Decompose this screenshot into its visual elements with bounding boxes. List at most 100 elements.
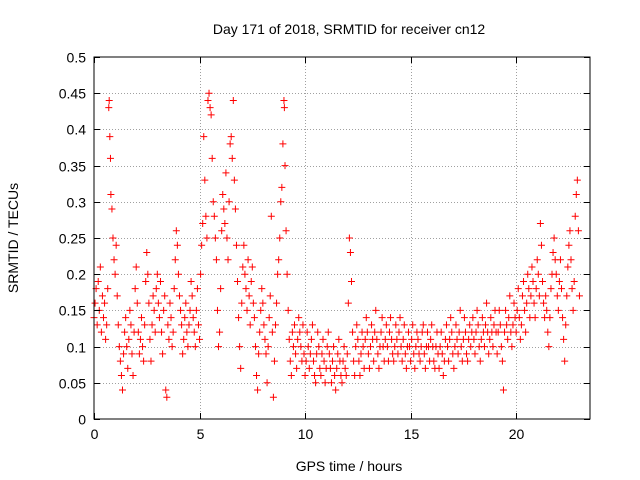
data-point — [460, 314, 468, 322]
data-point — [406, 343, 414, 351]
data-point — [303, 328, 311, 336]
data-point — [554, 306, 562, 314]
data-point — [332, 386, 340, 394]
data-point — [285, 335, 293, 343]
data-point — [450, 364, 458, 372]
data-point — [182, 299, 190, 307]
data-point — [251, 343, 259, 351]
data-point — [248, 263, 256, 271]
data-point — [497, 343, 505, 351]
data-point — [563, 292, 571, 300]
grid-layer — [94, 57, 590, 419]
data-point — [393, 335, 401, 343]
data-point — [442, 321, 450, 329]
data-point — [535, 292, 543, 300]
data-point — [517, 321, 525, 329]
data-point — [490, 321, 498, 329]
data-point — [263, 379, 271, 387]
data-point — [435, 364, 443, 372]
data-point — [419, 321, 427, 329]
data-point — [476, 357, 484, 365]
data-point — [280, 96, 288, 104]
data-point — [106, 154, 114, 162]
data-point — [451, 343, 459, 351]
data-point — [239, 263, 247, 271]
data-point — [470, 335, 478, 343]
data-point — [168, 343, 176, 351]
data-point — [522, 328, 530, 336]
data-point — [161, 292, 169, 300]
data-point — [553, 292, 561, 300]
data-point — [242, 285, 250, 293]
data-point — [261, 335, 269, 343]
data-point — [438, 350, 446, 358]
data-point — [416, 357, 424, 365]
data-point — [498, 357, 506, 365]
data-point — [509, 321, 517, 329]
data-point — [543, 306, 551, 314]
data-point — [181, 314, 189, 322]
data-point — [184, 343, 192, 351]
data-point — [568, 285, 576, 293]
data-point — [394, 350, 402, 358]
data-point — [118, 386, 126, 394]
data-point — [253, 372, 261, 380]
data-point — [456, 306, 464, 314]
data-point — [473, 306, 481, 314]
data-point — [194, 321, 202, 329]
data-point — [203, 234, 211, 242]
data-point — [99, 314, 107, 322]
data-point — [323, 343, 331, 351]
data-point — [457, 343, 465, 351]
data-point — [539, 277, 547, 285]
data-point — [506, 292, 514, 300]
data-point — [193, 285, 201, 293]
data-point — [529, 277, 537, 285]
plot-frame — [93, 56, 591, 420]
y-tick-label: 0.3 — [67, 195, 87, 211]
data-point — [452, 321, 460, 329]
data-point — [299, 321, 307, 329]
data-point — [455, 328, 463, 336]
data-point — [264, 343, 272, 351]
data-point — [288, 328, 296, 336]
data-point — [533, 256, 541, 264]
data-point — [338, 379, 346, 387]
data-point — [564, 263, 572, 271]
data-point — [382, 321, 390, 329]
data-point — [480, 343, 488, 351]
data-point — [105, 96, 113, 104]
x-tick-label: 0 — [91, 426, 99, 442]
data-point — [148, 321, 156, 329]
data-point — [540, 299, 548, 307]
data-point — [301, 372, 309, 380]
data-point — [372, 306, 380, 314]
y-axis-label: SRMTID / TECUs — [5, 183, 21, 293]
data-point — [467, 343, 475, 351]
data-point — [391, 343, 399, 351]
data-point — [125, 335, 133, 343]
data-point — [316, 364, 324, 372]
data-point — [156, 277, 164, 285]
data-point — [474, 321, 482, 329]
data-point — [489, 343, 497, 351]
data-point — [211, 234, 219, 242]
data-point — [222, 169, 230, 177]
data-point — [105, 104, 113, 112]
data-point — [159, 350, 167, 358]
data-point — [352, 343, 360, 351]
data-point — [210, 212, 218, 220]
data-point — [466, 321, 474, 329]
data-point — [321, 379, 329, 387]
data-point — [501, 328, 509, 336]
data-point — [305, 364, 313, 372]
data-point — [353, 321, 361, 329]
y-tick-label: 0.45 — [59, 86, 86, 102]
data-point — [572, 191, 580, 199]
data-point — [311, 372, 319, 380]
data-point — [226, 140, 234, 148]
data-point — [565, 241, 573, 249]
data-point — [236, 343, 244, 351]
y-tick-label: 0.05 — [59, 376, 86, 392]
data-point — [166, 299, 174, 307]
